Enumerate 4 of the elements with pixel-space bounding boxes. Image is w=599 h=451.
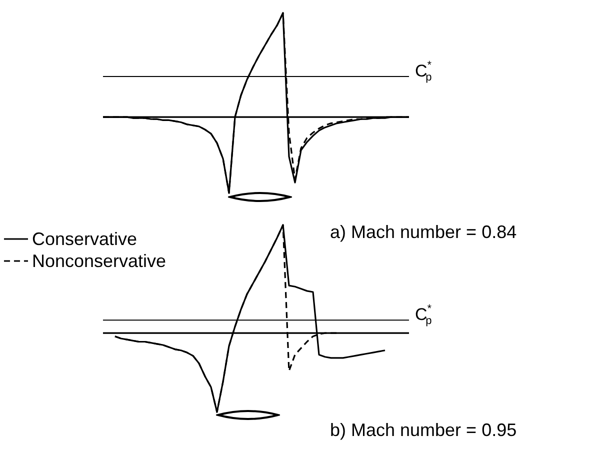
text: b) Mach number = 0.95 (330, 420, 517, 441)
legend-label: Nonconservative (32, 250, 166, 272)
text: a) Mach number = 0.84 (330, 222, 517, 243)
legend-label: Conservative (32, 228, 138, 250)
